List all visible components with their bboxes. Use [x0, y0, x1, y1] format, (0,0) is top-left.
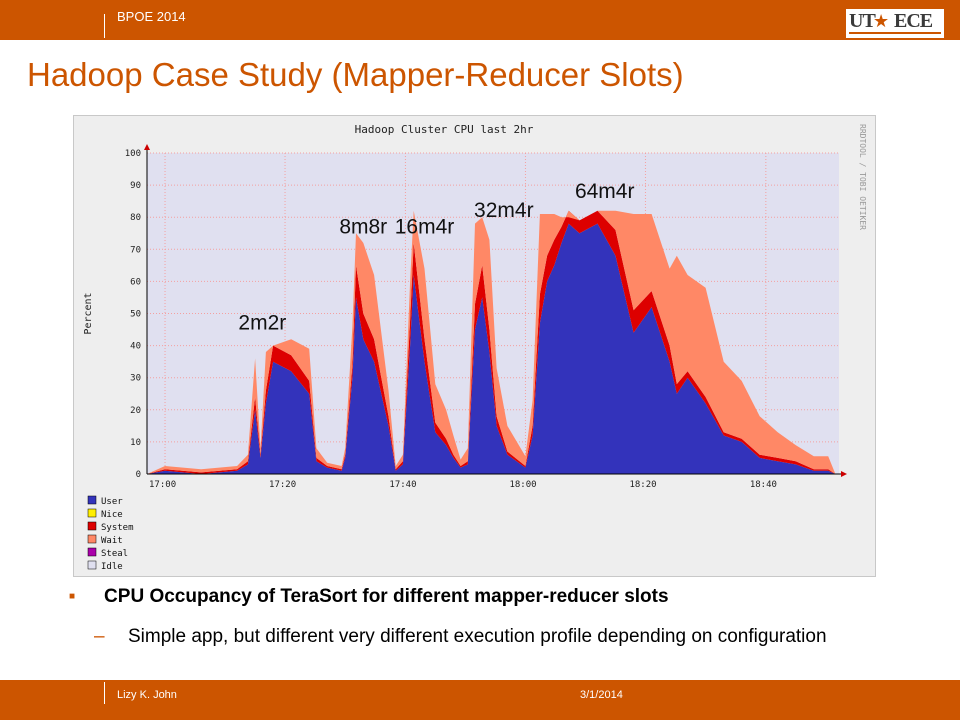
footer-author: Lizy K. John — [117, 689, 177, 701]
legend-label: Wait — [101, 536, 123, 546]
logo-ut-text: UT — [849, 10, 876, 32]
footer-date: 3/1/2014 — [580, 689, 623, 701]
chart-title: Hadoop Cluster CPU last 2hr — [355, 123, 534, 136]
legend-label: System — [101, 523, 134, 533]
x-tick-label: 18:40 — [750, 480, 777, 490]
logo-underline — [849, 32, 941, 34]
bullet-main: ■ CPU Occupancy of TeraSort for different… — [69, 586, 669, 608]
y-axis-arrow-icon — [144, 144, 150, 150]
y-tick-label: 60 — [130, 277, 141, 287]
header-bar: BPOE 2014 UT ★ ECE — [0, 0, 960, 40]
y-tick-label: 20 — [130, 406, 141, 416]
bullet-main-text: CPU Occupancy of TeraSort for different … — [104, 586, 669, 607]
legend-swatch — [87, 521, 97, 531]
y-tick-label: 70 — [130, 245, 141, 255]
x-tick-label: 17:40 — [389, 480, 416, 490]
conference-label: BPOE 2014 — [117, 9, 186, 24]
legend-swatch — [87, 508, 97, 518]
area-series-user — [147, 223, 839, 474]
rrdtool-credit: RRDTOOL / TOBI OETIKER — [858, 124, 867, 230]
header-divider — [104, 14, 105, 38]
legend-label: Idle — [101, 562, 123, 572]
y-tick-label: 0 — [136, 470, 141, 480]
y-tick-label: 50 — [130, 310, 141, 320]
legend-swatch — [87, 534, 97, 544]
legend-label: User — [101, 497, 123, 507]
y-tick-label: 100 — [125, 149, 141, 159]
y-tick-label: 40 — [130, 342, 141, 352]
config-annotation: 16m4r — [395, 215, 455, 238]
cpu-chart: 0 10 20 30 40 50 60 70 80 90 100 17:00 17:20 17:40 18:… — [83, 123, 867, 572]
square-bullet-icon: ■ — [69, 591, 76, 602]
ut-ece-logo: UT ★ ECE — [846, 9, 944, 38]
bullet-sub-text: Simple app, but different very different… — [128, 626, 827, 647]
y-axis-label: Percent — [83, 292, 94, 334]
config-annotation: 64m4r — [575, 180, 635, 203]
x-tick-label: 18:20 — [629, 480, 656, 490]
x-tick-label: 17:00 — [149, 480, 176, 490]
legend-label: Steal — [101, 549, 128, 559]
footer-divider — [104, 682, 105, 704]
legend-swatch — [87, 560, 97, 570]
y-tick-label: 10 — [130, 438, 141, 448]
area-series-wait — [147, 210, 839, 475]
legend-label: Nice — [101, 510, 123, 520]
y-tick-label: 80 — [130, 213, 141, 223]
x-tick-label: 17:20 — [269, 480, 296, 490]
config-annotation: 8m8r — [339, 215, 387, 238]
y-tick-label: 30 — [130, 374, 141, 384]
footer-bar: Lizy K. John 3/1/2014 — [0, 680, 960, 720]
x-axis-arrow-icon — [841, 471, 847, 477]
bullet-sub: – Simple app, but different very differe… — [94, 625, 874, 649]
y-tick-label: 90 — [130, 181, 141, 191]
logo-star-icon: ★ — [873, 11, 890, 31]
legend-swatch — [87, 547, 97, 557]
cpu-chart-frame: 0 10 20 30 40 50 60 70 80 90 100 17:00 17:20 17:40 18:… — [73, 115, 876, 577]
logo-ece-text: ECE — [894, 10, 933, 32]
config-annotation: 2m2r — [238, 312, 286, 335]
legend-swatch — [87, 495, 97, 505]
x-tick-label: 18:00 — [509, 480, 536, 490]
config-annotation: 32m4r — [474, 199, 534, 222]
dash-bullet-icon: – — [94, 626, 105, 647]
slide-title: Hadoop Case Study (Mapper-Reducer Slots) — [27, 56, 684, 93]
